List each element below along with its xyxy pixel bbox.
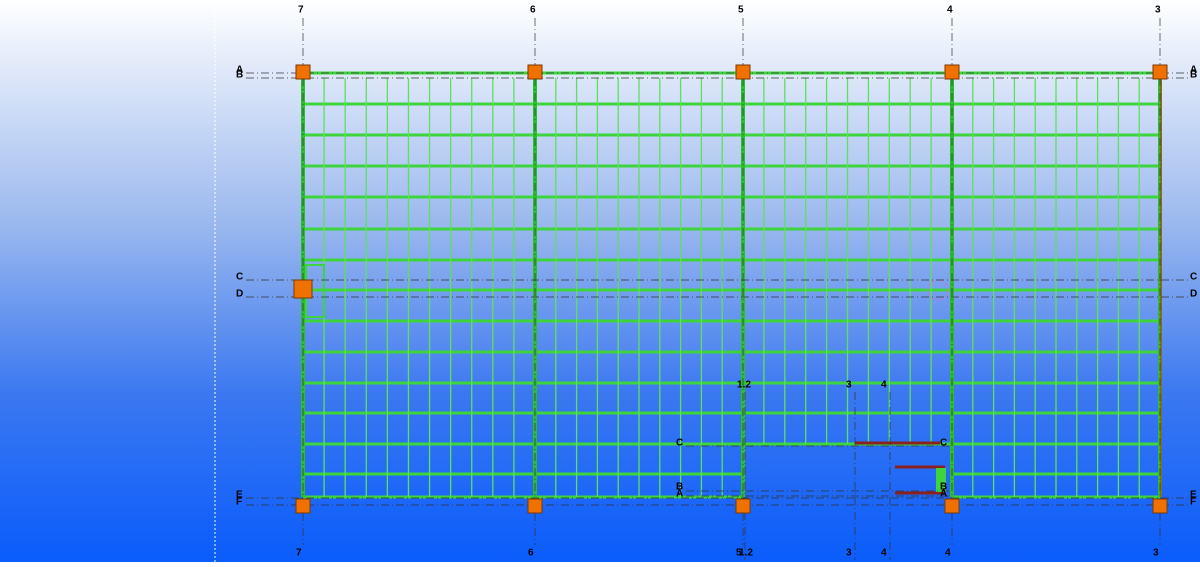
- grid-label: B: [1190, 70, 1197, 81]
- grid-label: A: [236, 65, 243, 76]
- grid-label: 1.2: [737, 380, 751, 391]
- stair: [936, 468, 946, 492]
- grid-label: 6: [528, 548, 534, 559]
- grid-label: 4: [881, 380, 887, 391]
- grid-label: 1.2: [739, 548, 753, 559]
- grid-label: C: [1190, 272, 1197, 283]
- grid-label: 4: [947, 5, 953, 16]
- grid-label: 5: [736, 548, 742, 559]
- grid-label: E: [1190, 490, 1197, 501]
- grid-label: D: [236, 289, 243, 300]
- grid-label: A: [940, 489, 947, 500]
- grid-label: A: [676, 489, 683, 500]
- grid-label: A: [1190, 65, 1197, 76]
- grid-label: B: [236, 70, 243, 81]
- steel-column: [527, 498, 543, 514]
- grid-label: 5: [738, 5, 744, 16]
- grid-label: 3: [1155, 5, 1161, 16]
- steel-column: [295, 64, 311, 80]
- steel-column: [295, 498, 311, 514]
- grid-label: B: [940, 482, 947, 493]
- grid-label: 3: [1153, 548, 1159, 559]
- grid-label: D: [1190, 289, 1197, 300]
- steel-column: [735, 64, 751, 80]
- grid-label: 3: [846, 548, 852, 559]
- grid-label: C: [940, 438, 947, 449]
- grid-label: B: [676, 482, 683, 493]
- steel-column: [944, 498, 960, 514]
- grid-label: 3: [846, 380, 852, 391]
- grid-lines: [246, 18, 1190, 560]
- grid-label: F: [236, 497, 242, 508]
- grid-label: F: [1190, 497, 1196, 508]
- grid-label: 4: [945, 548, 951, 559]
- grid-label: 6: [530, 5, 536, 16]
- columns: [293, 64, 1168, 514]
- grid-label: 7: [298, 5, 304, 16]
- steel-column: [735, 498, 751, 514]
- grid-label: C: [236, 272, 243, 283]
- steel-column: [527, 64, 543, 80]
- grid-label: E: [236, 490, 243, 501]
- steel-column: [944, 64, 960, 80]
- steel-column: [293, 279, 313, 299]
- beams: [301, 71, 1162, 499]
- grid-label: C: [676, 438, 683, 449]
- steel-column: [1152, 498, 1168, 514]
- grid-label: 4: [881, 548, 887, 559]
- steel-column: [1152, 64, 1168, 80]
- grid-label: 7: [296, 548, 302, 559]
